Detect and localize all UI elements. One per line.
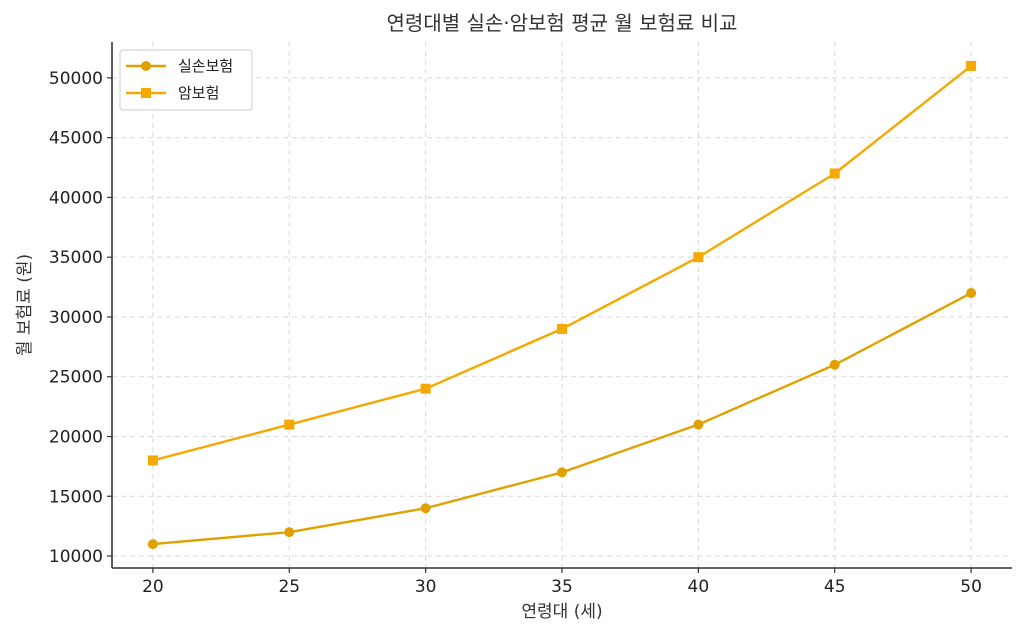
- legend-item: 실손보험: [126, 57, 233, 75]
- y-tick-label: 20000: [49, 428, 103, 448]
- data-point: [693, 419, 704, 430]
- series-2: [147, 60, 977, 466]
- legend-marker: [141, 61, 151, 71]
- y-tick-label: 40000: [49, 188, 103, 208]
- x-axis-ticks: 20 25 30 35 40 45 50: [142, 568, 982, 597]
- x-tick-label: 25: [278, 577, 300, 597]
- series: [147, 60, 977, 550]
- grid: [112, 42, 1012, 568]
- x-tick-label: 20: [142, 577, 164, 597]
- data-point: [557, 467, 567, 478]
- data-point: [557, 323, 567, 334]
- chart-title: 연령대별 실손·암보험 평균 월 보험료 비교: [387, 11, 738, 35]
- x-tick-label: 40: [688, 577, 710, 597]
- series-1: [147, 288, 977, 550]
- data-point: [693, 252, 704, 263]
- data-point: [420, 383, 431, 394]
- x-tick-label: 50: [960, 577, 982, 597]
- legend-marker: [141, 88, 151, 98]
- data-point: [829, 168, 840, 179]
- data-point: [147, 539, 158, 550]
- y-tick-label: 45000: [49, 129, 103, 149]
- y-axis-label: 월 보험료 (원): [15, 254, 35, 356]
- y-tick-label: 25000: [49, 368, 103, 388]
- x-tick-label: 45: [824, 577, 846, 597]
- data-point: [284, 419, 295, 430]
- y-tick-label: 35000: [49, 248, 103, 268]
- data-point: [829, 359, 840, 370]
- legend-label: 실손보험: [178, 57, 233, 75]
- y-tick-label: 10000: [49, 547, 103, 567]
- data-point: [966, 288, 977, 299]
- data-point: [966, 60, 977, 71]
- y-tick-label: 15000: [49, 487, 103, 507]
- x-tick-label: 30: [415, 577, 437, 597]
- y-tick-label: 30000: [49, 308, 103, 328]
- legend-label: 암보험: [178, 84, 219, 102]
- x-tick-label: 35: [551, 577, 573, 597]
- data-point: [420, 503, 431, 514]
- data-point: [284, 527, 295, 538]
- data-point: [147, 455, 158, 466]
- y-tick-label: 50000: [49, 69, 103, 89]
- legend-item: 암보험: [126, 84, 219, 102]
- y-axis-ticks: 10000 15000 20000 25000 30000 35000 40000 45000…: [49, 69, 112, 567]
- x-axis-label: 연령대 (세): [521, 602, 602, 622]
